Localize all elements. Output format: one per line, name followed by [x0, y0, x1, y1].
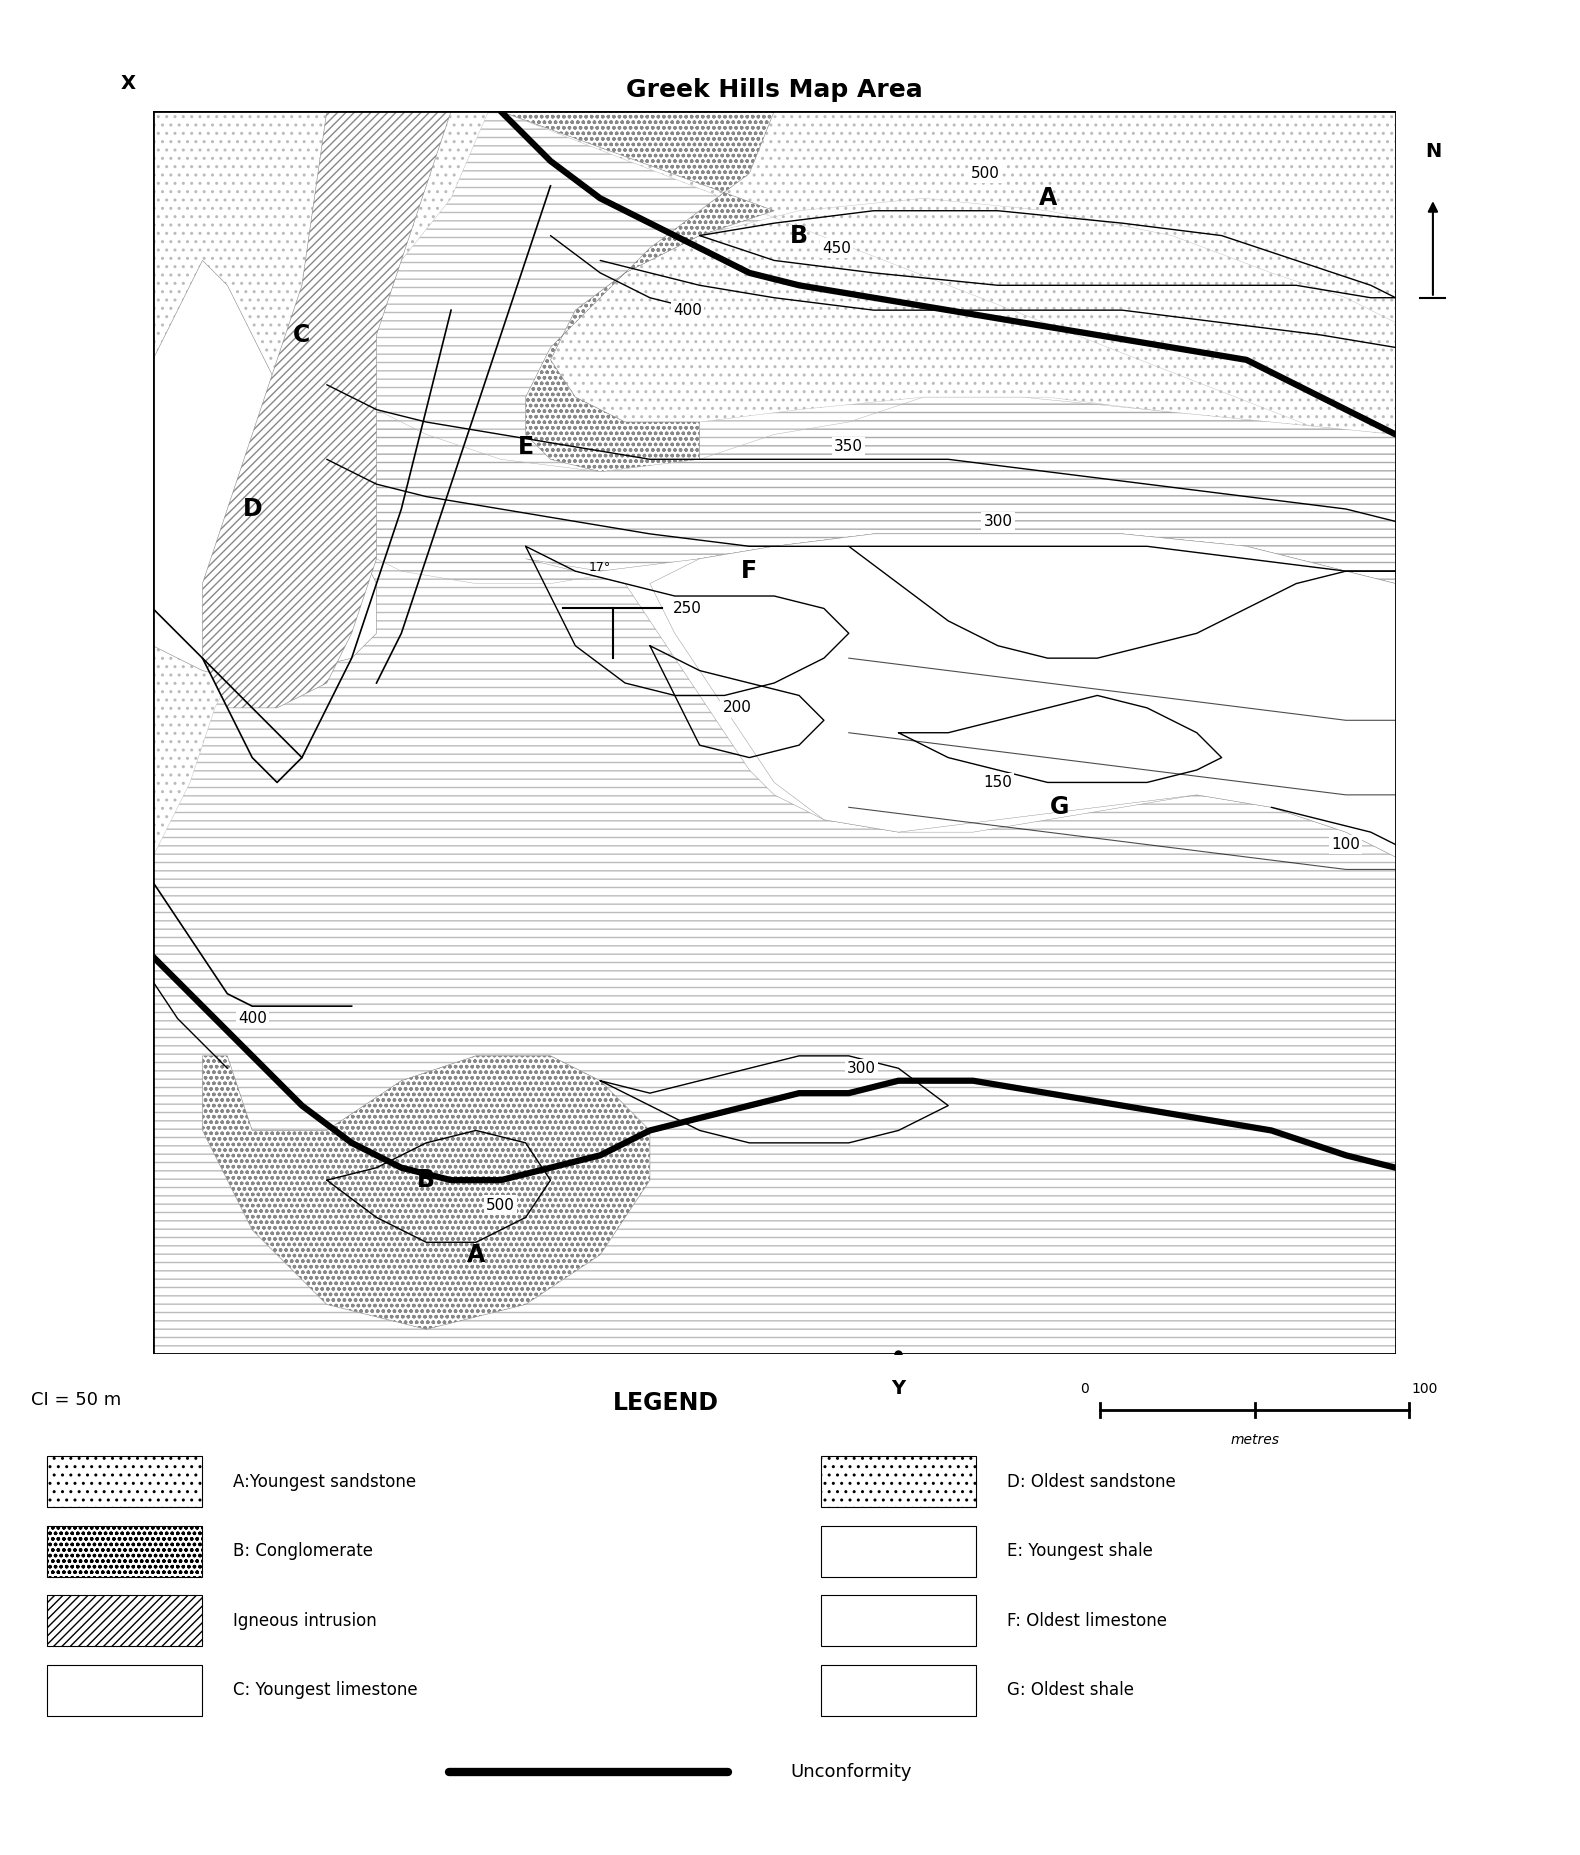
Text: 450: 450 [822, 241, 850, 256]
Polygon shape [202, 111, 450, 709]
Text: D: Oldest sandstone: D: Oldest sandstone [1006, 1473, 1176, 1491]
Text: Y: Y [891, 1378, 905, 1399]
Text: CI = 50 m: CI = 50 m [32, 1391, 122, 1410]
Bar [47, 1456, 202, 1506]
Polygon shape [649, 534, 1395, 857]
Text: A: A [1038, 186, 1057, 210]
Bar [822, 1456, 976, 1506]
Bar [47, 1666, 202, 1716]
Text: G: G [1051, 796, 1070, 820]
Text: 400: 400 [237, 1011, 267, 1026]
Bar [47, 1595, 202, 1647]
Polygon shape [153, 111, 1395, 1354]
Polygon shape [153, 260, 376, 683]
Polygon shape [327, 384, 1395, 584]
Bar [822, 1666, 976, 1716]
Text: A:Youngest sandstone: A:Youngest sandstone [232, 1473, 416, 1491]
Polygon shape [253, 1055, 626, 1304]
Text: Igneous intrusion: Igneous intrusion [232, 1612, 376, 1631]
Text: 250: 250 [673, 601, 702, 616]
Text: A: A [466, 1243, 485, 1267]
Text: 500: 500 [487, 1198, 515, 1213]
Title: Greek Hills Map Area: Greek Hills Map Area [626, 78, 923, 102]
Text: G: Oldest shale: G: Oldest shale [1006, 1681, 1134, 1699]
Text: LEGEND: LEGEND [613, 1391, 719, 1415]
Text: F: F [741, 558, 757, 582]
Text: D: D [242, 497, 262, 521]
Text: B: B [790, 224, 807, 247]
Text: B: B [417, 1169, 434, 1193]
Polygon shape [202, 1055, 649, 1330]
Text: 350: 350 [834, 440, 863, 454]
Bar [822, 1595, 976, 1647]
Text: X: X [120, 74, 136, 93]
Polygon shape [526, 534, 1395, 857]
Text: 300: 300 [847, 1061, 875, 1076]
Bar [822, 1525, 976, 1577]
Text: 17°: 17° [589, 562, 611, 575]
Text: Unconformity: Unconformity [790, 1762, 912, 1781]
Text: 300: 300 [983, 514, 1013, 529]
Text: E: E [518, 434, 534, 458]
Polygon shape [501, 111, 1395, 460]
Text: E: Youngest shale: E: Youngest shale [1006, 1542, 1153, 1560]
Text: 400: 400 [673, 302, 702, 317]
Text: B: Conglomerate: B: Conglomerate [232, 1542, 373, 1560]
Text: 500: 500 [972, 165, 1000, 182]
Text: C: C [294, 323, 311, 347]
Bar [47, 1525, 202, 1577]
Text: 200: 200 [722, 701, 752, 716]
Text: F: Oldest limestone: F: Oldest limestone [1006, 1612, 1166, 1631]
Text: 0: 0 [1079, 1382, 1089, 1395]
Text: C: Youngest limestone: C: Youngest limestone [232, 1681, 417, 1699]
Text: 150: 150 [983, 775, 1013, 790]
Polygon shape [501, 111, 774, 471]
Text: 100: 100 [1332, 837, 1360, 851]
Text: 100: 100 [1411, 1382, 1438, 1395]
Text: metres: metres [1229, 1432, 1280, 1447]
Text: N: N [1425, 143, 1441, 161]
Polygon shape [153, 111, 488, 857]
